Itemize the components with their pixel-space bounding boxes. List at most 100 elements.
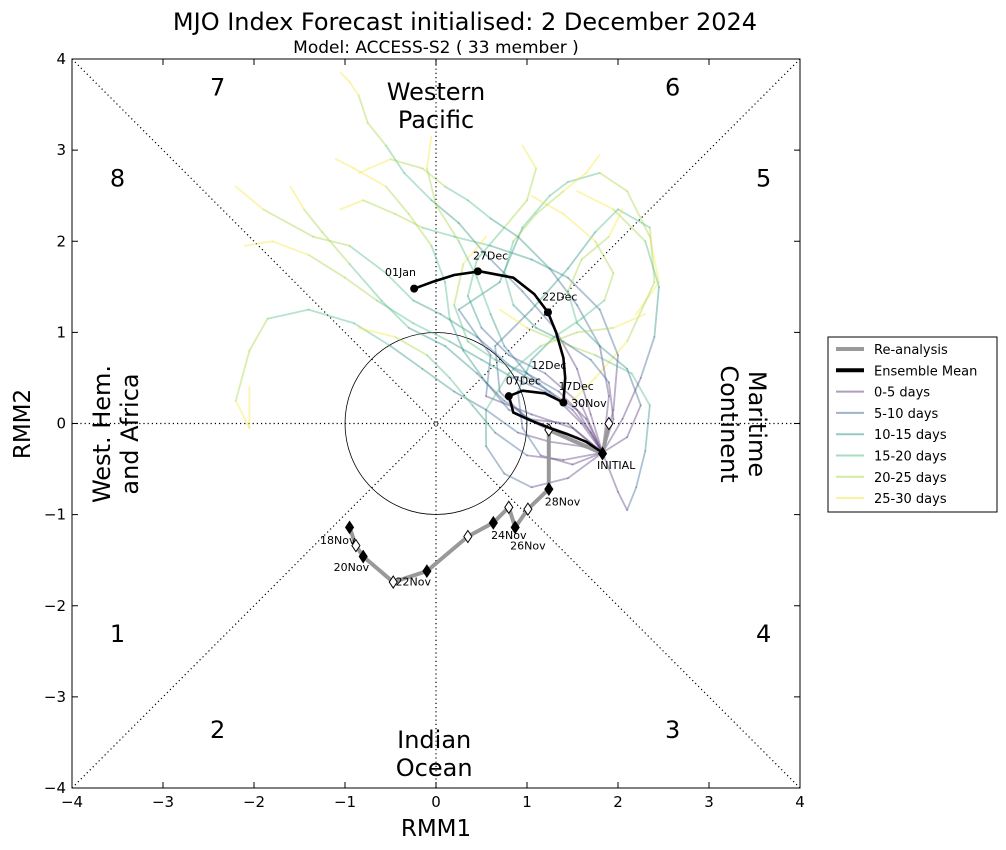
ensemble-member-segment: [512, 377, 547, 393]
legend-label: 0-5 days: [874, 386, 930, 401]
ensemble-member-segment: [503, 472, 533, 489]
ensemble-member-segment: [562, 451, 604, 461]
ensemble-member-segment: [653, 285, 660, 338]
ensemble-member-segment: [530, 267, 569, 311]
ensemble-member-segment: [485, 254, 524, 293]
ensemble-member-segment: [553, 317, 583, 338]
ensemble-member-segment: [594, 354, 633, 375]
ensemble-member-segment: [421, 167, 447, 188]
reanalysis-line: [347, 423, 611, 585]
reanalysis-marker: [604, 416, 614, 431]
reanalysis-date-label: 24Nov: [491, 529, 527, 542]
ensemble-member-segment: [439, 313, 478, 338]
ensemble-member-segment: [453, 390, 487, 411]
ensemble-member-segment: [576, 190, 615, 211]
y-tick-label: −2: [44, 597, 66, 615]
ensemble-member-segment: [403, 172, 433, 202]
ensemble-member-segment: [585, 153, 601, 174]
ensemble-member-segment: [571, 451, 604, 466]
ensemble-member-segment: [444, 345, 478, 375]
ensemble-member-segment: [644, 404, 651, 452]
ensemble-member-segment: [425, 167, 437, 206]
ensemble-member-segment: [234, 349, 251, 402]
ensemble-member-segment: [430, 199, 460, 224]
reanalysis-marker: [422, 564, 432, 579]
ensemble-member-segment: [489, 313, 506, 347]
region-label-indian: Indian: [397, 726, 471, 754]
ensemble-member-segment: [598, 308, 619, 357]
ensemble-member-segment: [385, 144, 406, 174]
ensemble-member-segment: [312, 235, 351, 247]
ensemble-mean-date-label: 07Dec: [506, 374, 541, 387]
ensemble-member-segment: [503, 240, 515, 275]
ensemble-member-segment: [462, 349, 487, 384]
ensemble-member-segment: [562, 172, 588, 193]
chart-subtitle: Model: ACCESS-S2 ( 33 member ): [293, 38, 579, 58]
ensemble-member-segment: [485, 372, 510, 411]
ensemble-member-segment: [539, 454, 574, 466]
ensemble-member-segment: [567, 172, 601, 183]
ensemble-member-segment: [567, 258, 583, 293]
ensemble-member-segment: [307, 308, 356, 325]
legend: Re-analysis Ensemble Mean 0-5 days 5-10 day…: [827, 336, 998, 513]
ensemble-member-segment: [462, 235, 487, 265]
ensemble-member-segment: [526, 372, 560, 393]
ensemble-member-segment: [485, 445, 506, 475]
ensemble-member-segment: [517, 390, 524, 429]
ensemble-member-segment: [453, 304, 469, 343]
x-tick-label: 4: [795, 793, 805, 811]
ensemble-member-segment: [234, 399, 251, 429]
ensemble-mean-marker: [504, 392, 513, 401]
unit-circle: [344, 332, 528, 515]
ensemble-member-segment: [480, 358, 515, 379]
ensemble-member-segment: [339, 199, 365, 211]
ensemble-member-segment: [517, 358, 533, 393]
ensemble-member-segment: [576, 326, 615, 334]
ensemble-member-segment: [598, 172, 628, 193]
phase-label: 1: [110, 620, 125, 648]
ensemble-member-segment: [526, 167, 537, 202]
ensemble-member-segment: [526, 372, 556, 398]
legend-label: 15-20 days: [874, 450, 947, 465]
ensemble-member-segment: [498, 390, 528, 420]
region-label-continent: Continent: [715, 365, 743, 482]
region-label-west-hem: West. Hem.: [88, 365, 116, 503]
ensemble-member-segment: [580, 299, 606, 320]
ensemble-member-segment: [266, 308, 310, 320]
x-axis-label: RMM1: [401, 816, 471, 842]
ensemble-member-segment: [348, 244, 387, 275]
ensemble-member-segment: [353, 322, 392, 347]
ensemble-member-segment: [562, 213, 597, 243]
ensemble-member-segment: [339, 71, 351, 83]
ensemble-member-segment: [407, 213, 433, 247]
ensemble-member-segment: [512, 304, 537, 329]
ensemble-member-segment: [612, 313, 647, 329]
ensemble-member-segment: [344, 276, 378, 302]
ensemble-member-segment: [567, 290, 578, 325]
ensemble-mean-date-label: 22Dec: [542, 290, 577, 303]
ensemble-member-segment: [608, 208, 624, 238]
ensemble-member-segment: [448, 340, 483, 361]
reanalysis-date-label: 26Nov: [510, 539, 546, 552]
ensemble-member-segment: [526, 326, 560, 343]
reanalysis-date-label: INITIAL: [597, 459, 636, 472]
reanalysis-date-label: 18Nov: [320, 534, 356, 547]
ensemble-member-segment: [425, 135, 433, 170]
region-label-maritime: Maritime: [743, 371, 771, 477]
region-label-ocean: Ocean: [396, 754, 473, 782]
ensemble-member-segment: [476, 336, 515, 370]
reanalysis-marker: [463, 529, 473, 544]
ensemble-member-segment: [466, 258, 478, 297]
legend-box: [827, 336, 998, 513]
ensemble-member-segment: [626, 404, 642, 439]
reanalysis-marker: [388, 575, 398, 589]
x-tick-label: −4: [61, 793, 83, 811]
phase-label: 4: [756, 620, 771, 648]
ensemble-member-segment: [648, 226, 656, 284]
region-label-western: Western: [387, 78, 485, 106]
ensemble-members: [234, 71, 660, 511]
ensemble-member-segment: [303, 208, 324, 234]
ensemble-member-segment: [243, 240, 274, 247]
x-tick-label: −2: [243, 793, 265, 811]
